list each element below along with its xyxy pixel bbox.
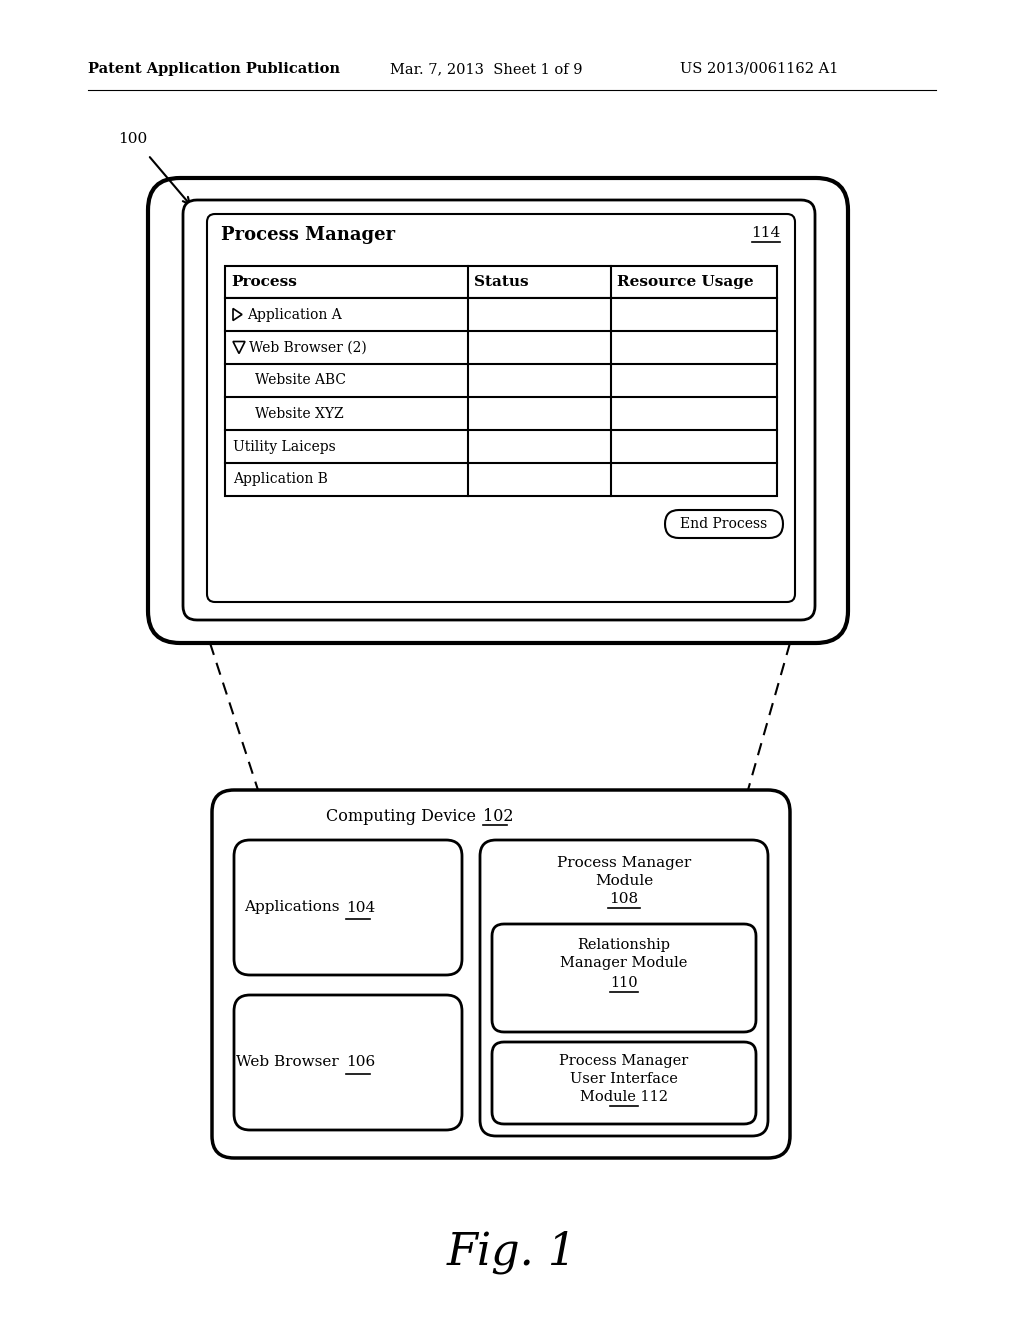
Bar: [225, 267, 777, 298]
Text: Module 112: Module 112: [580, 1090, 668, 1104]
FancyBboxPatch shape: [492, 924, 756, 1032]
Bar: [225, 298, 777, 496]
FancyBboxPatch shape: [207, 214, 795, 602]
Text: Resource Usage: Resource Usage: [617, 275, 754, 289]
Text: Manager Module: Manager Module: [560, 956, 688, 970]
Text: End Process: End Process: [680, 517, 768, 531]
Text: Application A: Application A: [247, 308, 342, 322]
FancyBboxPatch shape: [212, 789, 790, 1158]
Text: Applications: Applications: [244, 900, 344, 915]
Text: Module: Module: [595, 874, 653, 888]
Text: Utility Laiceps: Utility Laiceps: [233, 440, 336, 454]
Text: Fig. 1: Fig. 1: [446, 1230, 578, 1274]
Text: US 2013/0061162 A1: US 2013/0061162 A1: [680, 62, 839, 77]
Text: Relationship: Relationship: [578, 939, 671, 952]
FancyBboxPatch shape: [492, 1041, 756, 1125]
Text: Mar. 7, 2013  Sheet 1 of 9: Mar. 7, 2013 Sheet 1 of 9: [390, 62, 583, 77]
Text: Computing Device: Computing Device: [326, 808, 481, 825]
Text: Website ABC: Website ABC: [255, 374, 346, 388]
Text: 108: 108: [609, 892, 639, 906]
Text: 110: 110: [610, 975, 638, 990]
Text: Application B: Application B: [233, 473, 328, 487]
FancyBboxPatch shape: [148, 178, 848, 643]
Text: Web Browser: Web Browser: [237, 1056, 344, 1069]
Text: Patent Application Publication: Patent Application Publication: [88, 62, 340, 77]
Text: User Interface: User Interface: [570, 1072, 678, 1086]
FancyBboxPatch shape: [234, 840, 462, 975]
Text: 102: 102: [483, 808, 513, 825]
FancyBboxPatch shape: [480, 840, 768, 1137]
Text: Status: Status: [474, 275, 528, 289]
Text: Process: Process: [231, 275, 297, 289]
Text: 106: 106: [346, 1056, 375, 1069]
Text: Process Manager: Process Manager: [557, 855, 691, 870]
Text: Website XYZ: Website XYZ: [255, 407, 344, 421]
Text: 114: 114: [751, 226, 780, 240]
FancyBboxPatch shape: [665, 510, 783, 539]
Text: Web Browser (2): Web Browser (2): [249, 341, 367, 355]
FancyBboxPatch shape: [183, 201, 815, 620]
FancyBboxPatch shape: [234, 995, 462, 1130]
Text: Process Manager: Process Manager: [559, 1053, 688, 1068]
Text: Process Manager: Process Manager: [221, 226, 395, 244]
Text: 100: 100: [118, 132, 147, 147]
Text: 104: 104: [346, 900, 375, 915]
